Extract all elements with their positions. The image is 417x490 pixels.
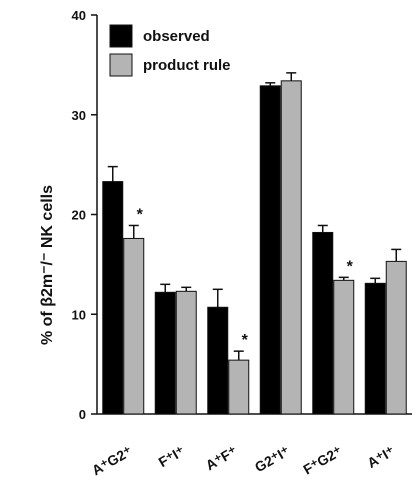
y-tick-label: 20: [72, 208, 86, 223]
category-label: A⁺G2⁺: [89, 443, 135, 479]
bar: [280, 80, 302, 415]
bar: [259, 85, 281, 415]
bar: [364, 282, 386, 415]
legend: observed product rule: [109, 24, 231, 77]
legend-label: observed: [143, 28, 210, 45]
y-axis-label: % of β2m⁻/⁻ NK cells: [39, 185, 56, 345]
bar: [333, 279, 355, 415]
category-label: A⁺F⁺: [203, 443, 240, 474]
y-tick-label: 0: [79, 407, 86, 422]
bar: [228, 359, 250, 415]
category-label: A⁺I⁺: [364, 443, 397, 471]
bar: [312, 231, 334, 415]
legend-swatch: [109, 53, 133, 77]
category-label: G2⁺I⁺: [252, 443, 292, 476]
legend-swatch: [109, 24, 133, 48]
bar: [207, 306, 229, 415]
significance-star: *: [137, 206, 144, 223]
significance-star: *: [242, 332, 249, 349]
y-tick-label: 10: [72, 307, 86, 322]
bar: [154, 291, 176, 415]
category-label: F⁺I⁺: [156, 443, 188, 470]
bars: A⁺G2⁺ F⁺I⁺ A⁺F⁺ G2⁺I⁺ F⁺G2⁺ A⁺I⁺ * * *: [89, 72, 407, 479]
bar: [123, 237, 145, 415]
bar: [175, 290, 197, 415]
legend-label: product rule: [143, 57, 231, 74]
y-tick-label: 30: [72, 108, 86, 123]
bar: [385, 260, 407, 415]
category-label: F⁺G2⁺: [300, 443, 344, 478]
axes: 0 10 20 30 40: [72, 8, 412, 422]
significance-star: *: [347, 258, 354, 275]
bar: [102, 181, 124, 415]
y-tick-label: 40: [72, 8, 86, 23]
